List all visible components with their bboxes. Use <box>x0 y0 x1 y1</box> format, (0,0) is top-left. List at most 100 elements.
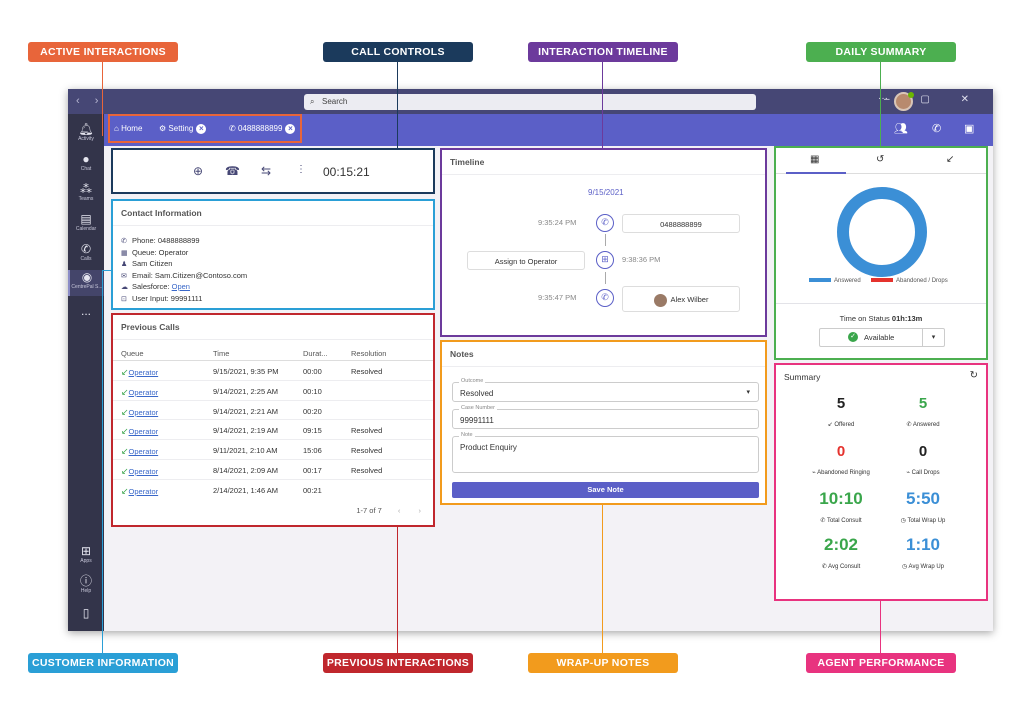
header-duration[interactable]: Durat... <box>303 349 328 358</box>
metric-label-text: Avg Consult <box>828 564 861 570</box>
hangup-icon[interactable]: ☎ <box>225 164 240 178</box>
phone-icon: ✆ <box>121 238 127 245</box>
rail-item-centrepal[interactable]: ◉ CentrePal S... <box>68 270 104 296</box>
close-icon[interactable]: × <box>285 124 296 134</box>
rail-label: Calendar <box>75 226 97 232</box>
queue-link[interactable]: Operator <box>128 447 159 457</box>
timeline-connector <box>605 234 606 246</box>
more-options-icon[interactable]: ⋮ <box>296 164 306 175</box>
tab-call[interactable]: ✆ 0488888899 × <box>229 124 296 134</box>
nav-arrows[interactable]: ‹ › <box>76 95 105 107</box>
salesforce-label: Salesforce: <box>132 282 170 291</box>
table-row[interactable]: ↙Operator 9/15/2021, 9:35 PM 00:00 Resol… <box>113 361 433 381</box>
chevron-down-icon[interactable]: ▾ <box>922 329 944 346</box>
contact-name: ♟ Sam Citizen <box>113 259 433 271</box>
pager-text: 1-7 of 7 <box>356 506 382 515</box>
queue-link[interactable]: Operator <box>128 486 159 496</box>
table-row[interactable]: ↙Operator 2/14/2021, 1:46 AM 00:21 <box>113 480 433 500</box>
salesforce-link[interactable]: Open <box>171 282 190 291</box>
metric-label: ◷ Total Wrap Up <box>900 518 946 524</box>
missed-calls-tab-icon[interactable]: ↙ <box>946 154 955 165</box>
event-time: 9:38:36 PM <box>622 255 661 264</box>
refresh-icon[interactable]: ↻ <box>969 370 978 381</box>
rail-label: Teams <box>78 196 94 202</box>
calendar-icon: ▤ <box>80 212 92 226</box>
outcome-value: Resolved <box>460 389 494 398</box>
connector-daily <box>880 62 881 146</box>
status-dropdown[interactable]: ✓ Available ▾ <box>819 328 945 347</box>
timeline-date: 9/15/2021 <box>588 188 624 197</box>
rail-item-calls[interactable]: ✆ Calls <box>68 242 104 262</box>
table-row[interactable]: ↙Operator 8/14/2021, 2:09 AM 00:17 Resol… <box>113 460 433 480</box>
callout-agent-performance: AGENT PERFORMANCE <box>806 653 956 673</box>
phone-icon[interactable]: ✆ <box>932 123 942 135</box>
avatar[interactable] <box>894 92 914 111</box>
window-controls[interactable]: – ▢ ✕ <box>884 94 983 105</box>
title-bar: ‹ › ⌕ Search ··· – ▢ ✕ <box>68 89 993 114</box>
table-row[interactable]: ↙Operator 9/14/2021, 2:21 AM 00:20 <box>113 401 433 421</box>
rail-item-apps[interactable]: ⊞ Apps <box>68 544 104 564</box>
rail-item-help[interactable]: ⓘ Help <box>68 574 104 594</box>
rail-item-more[interactable]: ... <box>68 304 104 318</box>
history-tab-icon[interactable]: ↺ <box>876 154 885 165</box>
people-icon[interactable]: 👥︎ <box>894 123 908 135</box>
transfer-icon[interactable]: ⇆ <box>261 164 272 178</box>
metric-label: ⌁ Abandoned Ringing <box>812 470 870 476</box>
queue-link[interactable]: Operator <box>128 427 159 437</box>
more-icon[interactable]: ··· <box>878 93 888 104</box>
call-answered-icon: ↙ <box>121 426 129 437</box>
table-row[interactable]: ↙Operator 9/14/2021, 2:25 AM 00:10 <box>113 381 433 401</box>
close-icon[interactable]: × <box>196 124 207 134</box>
panel-title: Previous Calls <box>113 315 433 340</box>
next-page-icon[interactable]: › <box>418 506 422 515</box>
call-answered-icon: ↙ <box>121 367 129 377</box>
header-queue[interactable]: Queue <box>121 349 144 358</box>
legend-abandoned: Abandoned / Drops <box>871 278 948 284</box>
rail-item-teams[interactable]: ⁂ Teams <box>68 182 104 202</box>
save-note-button[interactable]: Save Note <box>452 482 759 498</box>
table-row[interactable]: ↙Operator 9/14/2021, 2:19 AM 09:15 Resol… <box>113 420 433 441</box>
callout-interaction-timeline: INTERACTION TIMELINE <box>528 42 678 62</box>
contact-name-text: Sam Citizen <box>132 259 173 268</box>
outcome-select[interactable]: Outcome Resolved ▾ <box>452 378 759 402</box>
queue-link[interactable]: Operator <box>128 368 159 377</box>
queue-link[interactable]: Operator <box>128 387 159 397</box>
header-time[interactable]: Time <box>213 349 230 358</box>
queue-link[interactable]: Operator <box>128 467 159 476</box>
prev-page-icon[interactable]: ‹ <box>397 506 401 515</box>
dashboard-tab-icon[interactable]: ▦ <box>784 154 848 174</box>
tab-setting[interactable]: ⚙ Setting × <box>159 124 207 134</box>
rail-item-activity[interactable]: 🔔︎ Activity <box>68 122 104 142</box>
event-detail: Assign to Operator <box>467 251 585 270</box>
connector-active <box>102 62 103 136</box>
row-duration: 00:10 <box>303 386 322 396</box>
summary-tabs: ▦ ↺ ↙ <box>776 148 986 174</box>
row-time: 9/14/2021, 2:19 AM <box>213 426 279 436</box>
app-rail: 🔔︎ Activity ● Chat ⁂ Teams ▤ Calendar ✆ Calls… <box>68 114 104 631</box>
rail-item-chat[interactable]: ● Chat <box>68 152 104 172</box>
metric-value: 5 <box>836 395 846 412</box>
row-resolution: Resolved <box>351 466 383 475</box>
event-time: 9:35:24 PM <box>538 218 577 227</box>
header-resolution[interactable]: Resolution <box>351 349 387 358</box>
metric-label: ◷ Avg Wrap Up <box>901 564 945 570</box>
search-input[interactable]: ⌕ Search <box>304 94 756 110</box>
notes-panel: Notes Outcome Resolved ▾ Case Number 999… <box>440 340 767 505</box>
note-textarea[interactable]: Note Product Enquiry <box>452 432 759 473</box>
chart-icon[interactable]: ▣ <box>964 123 975 135</box>
rail-label: Help <box>80 588 92 594</box>
tab-home[interactable]: ⌂ Home <box>114 124 143 133</box>
rail-item-calendar[interactable]: ▤ Calendar <box>68 212 104 232</box>
rail-label: CentrePal S... <box>71 284 103 290</box>
add-person-icon[interactable]: ⊕ <box>193 164 204 178</box>
table-row[interactable]: ↙Operator 9/11/2021, 2:10 AM 15:06 Resol… <box>113 440 433 460</box>
rail-item-device[interactable]: ▯ <box>68 606 104 620</box>
metric-value: 10:10 <box>819 489 863 508</box>
more-icon: ... <box>80 304 91 318</box>
pagination: 1-7 of 7 ‹ › <box>356 506 421 515</box>
contact-phone: ✆ Phone: 0488888899 <box>113 236 433 248</box>
connector-controls <box>397 62 398 148</box>
case-number-field[interactable]: Case Number 99991111 <box>452 405 759 429</box>
queue-link[interactable]: Operator <box>128 407 159 417</box>
mail-icon: ✉ <box>121 272 127 280</box>
